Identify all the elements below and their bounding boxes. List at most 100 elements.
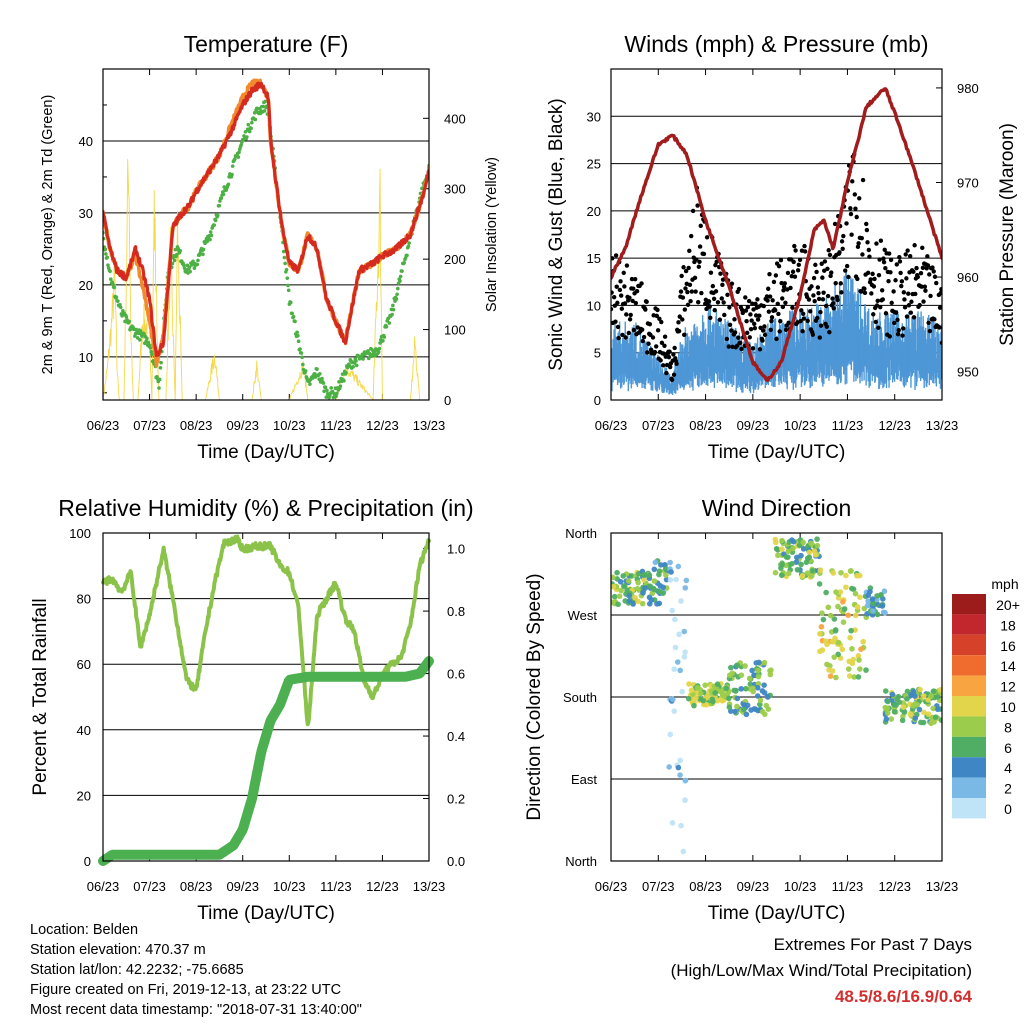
direction-point <box>785 548 792 555</box>
gust-point <box>823 303 829 309</box>
y-tick-label: 15 <box>587 251 601 266</box>
direction-point <box>642 585 648 591</box>
direction-point <box>925 711 932 717</box>
chart-panel-1: Temperature (F) 06/23 07/23 08/23 09/23 10/23… <box>40 31 500 463</box>
gust-point <box>778 258 784 263</box>
gust-point <box>792 243 797 249</box>
direction-point <box>779 561 785 568</box>
gust-point <box>868 277 873 282</box>
dewpoint-point <box>286 288 291 293</box>
gust-point <box>893 310 899 315</box>
x-tick-label: 12/23 <box>366 418 399 433</box>
direction-point <box>732 708 738 715</box>
direction-point <box>772 536 779 543</box>
direction-point <box>869 596 876 602</box>
gust-point <box>688 299 693 304</box>
dewpoint-point <box>295 330 299 335</box>
direction-point <box>702 682 708 688</box>
legend-swatch <box>952 777 986 798</box>
legend-label: 18 <box>1000 617 1016 633</box>
gust-point <box>664 370 669 376</box>
direction-point <box>767 671 774 678</box>
gust-point <box>718 271 723 276</box>
dewpoint-point <box>157 386 161 390</box>
gust-point <box>776 263 782 269</box>
legend-label: 14 <box>1000 658 1016 674</box>
y2-tick-label: 200 <box>444 252 466 267</box>
direction-point <box>827 612 834 619</box>
direction-point <box>785 570 792 577</box>
direction-point <box>857 594 863 600</box>
direction-point <box>829 668 836 674</box>
legend-swatch <box>952 655 986 676</box>
gust-point <box>626 330 632 336</box>
dewpoint-point <box>395 292 399 297</box>
direction-point <box>855 653 862 659</box>
direction-point <box>615 601 621 608</box>
direction-point <box>611 599 615 606</box>
dewpoint-point <box>230 172 234 177</box>
x-tick-label: 06/23 <box>87 418 120 433</box>
y2-axis-label: Station Pressure (Maroon) <box>997 123 1018 346</box>
direction-point <box>880 609 887 616</box>
direction-point <box>856 657 862 663</box>
x-tick-label: 09/23 <box>226 879 259 894</box>
gust-point <box>696 299 701 305</box>
direction-point <box>768 667 774 673</box>
gust-point <box>750 346 756 351</box>
x-tick-label: 07/23 <box>133 879 166 894</box>
x-tick-label: 13/23 <box>926 879 959 894</box>
direction-point <box>672 616 678 623</box>
dewpoint-point <box>354 363 359 368</box>
gust-point <box>902 305 908 310</box>
gust-point <box>821 290 826 295</box>
gust-point <box>888 270 893 275</box>
plot-border <box>610 68 943 401</box>
gust-point <box>631 286 636 291</box>
direction-point <box>857 666 863 672</box>
direction-point <box>785 554 791 561</box>
direction-point <box>743 711 750 718</box>
dewpoint-point <box>145 336 149 341</box>
direction-point <box>634 585 641 592</box>
y-tick-label: 60 <box>77 657 91 672</box>
dewpoint-point <box>282 255 287 260</box>
direction-point <box>794 566 801 573</box>
gust-point <box>919 284 924 289</box>
direction-point <box>740 706 747 713</box>
direction-point <box>682 777 689 784</box>
direction-point <box>673 576 679 583</box>
gust-point <box>783 300 788 305</box>
gust-point <box>814 269 819 275</box>
station-elevation: Station elevation: 470.37 m <box>30 942 206 958</box>
gust-point <box>669 377 675 383</box>
direction-point <box>625 578 632 584</box>
direction-point <box>761 659 768 666</box>
gust-point <box>726 344 731 349</box>
gust-point <box>806 297 812 302</box>
direction-point <box>814 542 821 549</box>
gust-point <box>753 301 758 307</box>
gust-point <box>613 253 619 258</box>
gust-point <box>748 326 754 332</box>
plot-area <box>98 534 434 866</box>
direction-point <box>618 587 624 594</box>
direction-point <box>738 672 745 678</box>
gust-point <box>618 293 624 298</box>
dewpoint-point <box>253 117 258 122</box>
gust-point <box>630 298 635 304</box>
dewpoint-point <box>262 109 267 113</box>
gust-point <box>932 317 937 322</box>
gust-point <box>627 317 633 322</box>
x-tick-label: 08/23 <box>689 879 722 894</box>
direction-point <box>907 711 914 718</box>
gust-point <box>715 300 721 305</box>
legend-swatch <box>952 757 986 778</box>
direction-point <box>778 572 785 579</box>
gust-point <box>928 293 933 299</box>
direction-point <box>628 573 635 579</box>
gust-point <box>746 298 752 304</box>
gust-point <box>887 334 893 339</box>
direction-point <box>839 599 846 605</box>
gust-point <box>683 268 689 274</box>
